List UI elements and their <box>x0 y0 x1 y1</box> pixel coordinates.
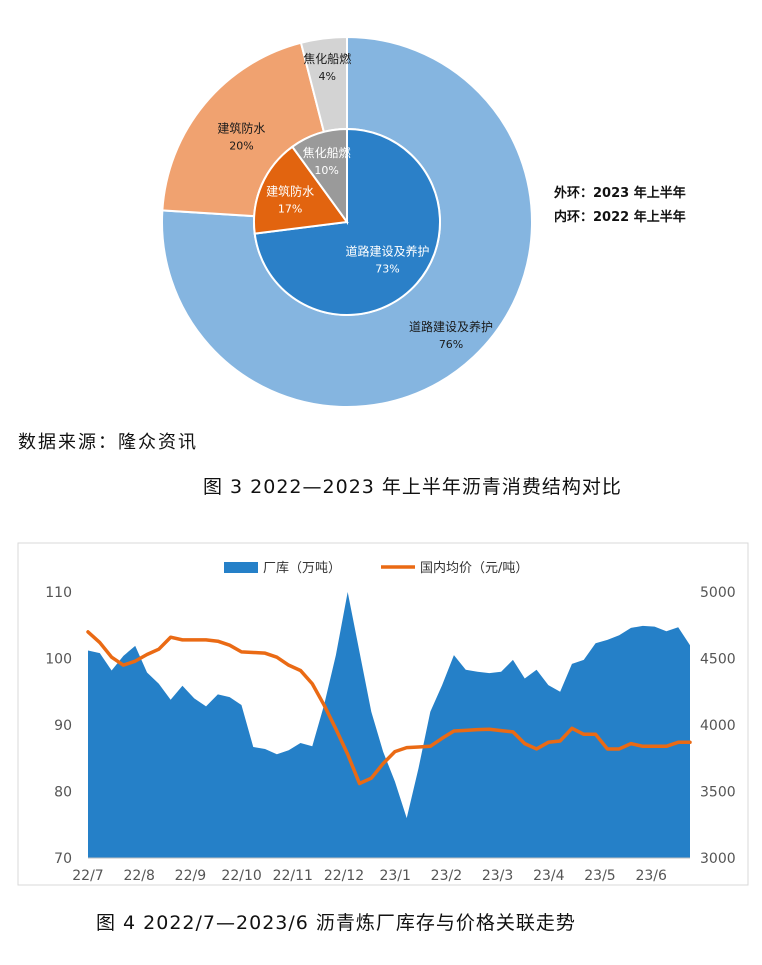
y-left-tick-label: 110 <box>45 585 72 601</box>
price-line <box>86 630 692 786</box>
inner-ring-label-1: 建筑防水 <box>266 183 314 198</box>
legend-label-price: 国内均价（元/吨） <box>420 560 528 576</box>
y-left-tick-label: 80 <box>54 785 72 801</box>
outer-ring-label-1: 建筑防水 <box>217 121 265 136</box>
inner-ring-value-2: 10% <box>314 164 338 177</box>
outer-ring-value-1: 20% <box>229 140 253 153</box>
x-tick-label: 22/8 <box>123 868 154 884</box>
inner-ring-value-0: 73% <box>375 263 399 276</box>
y-right-tick-label: 3000 <box>700 851 736 867</box>
x-tick-label: 23/5 <box>584 868 615 884</box>
inner-ring-value-1: 17% <box>278 202 302 215</box>
x-tick-label: 22/12 <box>324 868 364 884</box>
legend-label-inventory: 厂库（万吨） <box>263 560 341 576</box>
figure-3-caption: 图 3 2022—2023 年上半年沥青消费结构对比 <box>203 476 622 498</box>
y-right-tick-label: 4500 <box>700 652 736 668</box>
legend-inner-ring: 内环：2022 年上半年 <box>554 209 686 225</box>
legend: 厂库（万吨） 国内均价（元/吨） <box>224 560 528 576</box>
y-left-tick-label: 100 <box>45 652 72 668</box>
outer-ring-value-0: 76% <box>439 338 463 351</box>
inner-ring-slice-2 <box>290 127 348 226</box>
x-tick-label: 22/10 <box>221 868 261 884</box>
y-right-tick-label: 5000 <box>700 585 736 601</box>
x-tick-label: 23/2 <box>431 868 462 884</box>
x-tick-label: 23/3 <box>482 868 513 884</box>
inventory-price-combo-chart: 厂库（万吨） 国内均价（元/吨） 70 80 90 100 110 3000 3500 40… <box>17 542 749 886</box>
y-right-tick-label: 3500 <box>700 785 736 801</box>
y-left-tick-label: 90 <box>54 718 72 734</box>
inner-ring-label-2: 焦化船燃 <box>303 145 351 160</box>
inventory-area <box>88 592 690 858</box>
x-tick-label: 23/4 <box>533 868 565 884</box>
legend-outer-ring: 外环：2023 年上半年 <box>553 185 686 201</box>
y-right-tick-label: 4000 <box>700 718 736 734</box>
x-tick-label: 22/9 <box>175 868 206 884</box>
y-left-tick-label: 70 <box>54 851 72 867</box>
outer-ring-value-2: 4% <box>318 70 335 83</box>
x-tick-label: 22/7 <box>72 868 103 884</box>
outer-ring-label-0: 道路建设及养护 <box>409 319 493 334</box>
x-tick-label: 23/1 <box>379 868 410 884</box>
x-tick-label: 22/11 <box>273 868 313 884</box>
x-tick-label: 23/6 <box>635 868 667 884</box>
legend-swatch-inventory <box>224 562 258 573</box>
outer-ring-label-2: 焦化船燃 <box>303 51 351 66</box>
inner-ring-label-0: 道路建设及养护 <box>345 244 429 259</box>
data-source-note: 数据来源：隆众资讯 <box>18 432 198 453</box>
figure-4-caption: 图 4 2022/7—2023/6 沥青炼厂库存与价格关联走势 <box>96 912 576 934</box>
consumption-structure-donut-chart: 道路建设及养护 76% 建筑防水 20% 焦化船燃 4% 道路建设及养护 73% 建筑防水 17%… <box>152 30 708 412</box>
